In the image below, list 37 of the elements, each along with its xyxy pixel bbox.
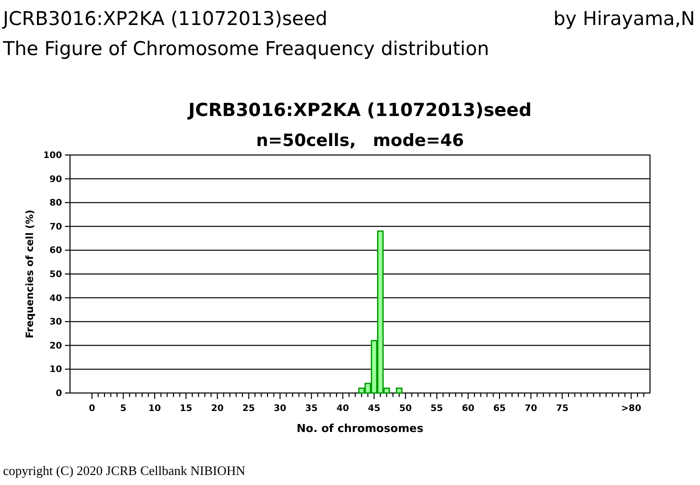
x-tick-label: >80 (621, 404, 642, 414)
x-tick-label: 50 (399, 404, 412, 414)
x-tick-label: 25 (242, 404, 255, 414)
y-tick-label: 80 (49, 198, 62, 209)
y-tick-label: 40 (49, 294, 62, 304)
x-tick-label: 30 (274, 404, 286, 414)
text: The Figure of Chromosome Freaquency distribution (2, 38, 490, 60)
y-tick-label: 60 (49, 246, 62, 256)
y-tick-label: 30 (49, 318, 62, 328)
x-tick-label: 5 (120, 404, 126, 414)
x-tick-label: 0 (88, 404, 96, 414)
y-tick-label: 100 (43, 151, 62, 161)
bar (396, 388, 403, 394)
y-tick-label: 50 (49, 270, 62, 280)
y-tick-label: 10 (49, 365, 62, 376)
x-tick-label: 40 (336, 404, 350, 414)
x-tick-label: 60 (462, 404, 474, 414)
x-axis-title: No. of chromosomes (296, 422, 424, 435)
text: by Hirayama,N (553, 8, 695, 30)
text: JCRB3016:XP2KA (11072013)seed (2, 8, 328, 30)
x-tick-label: 75 (556, 404, 568, 414)
chart-title: JCRB3016:XP2KA (11072013)seed (186, 100, 532, 121)
x-tick-label: 10 (148, 404, 161, 414)
text: copyright (C) 2020 JCRB Cellbank NIBIOHN (3, 463, 246, 478)
x-tick-label: 15 (180, 404, 192, 414)
y-tick-label: 0 (56, 389, 62, 399)
x-tick-label: 45 (368, 404, 380, 414)
x-tick-label: 70 (524, 404, 538, 414)
y-tick-label: 20 (49, 341, 62, 352)
y-axis-title: Frequencies of cell (%) (25, 210, 36, 338)
chart-subtitle: n=50cells, mode=46 (256, 131, 464, 151)
y-tick-label: 90 (49, 174, 62, 185)
y-tick-label: 70 (49, 222, 62, 232)
x-tick-label: 35 (305, 404, 318, 414)
x-tick-label: 55 (430, 404, 444, 414)
x-tick-label: 65 (493, 404, 506, 414)
x-tick-label: 20 (211, 404, 224, 414)
